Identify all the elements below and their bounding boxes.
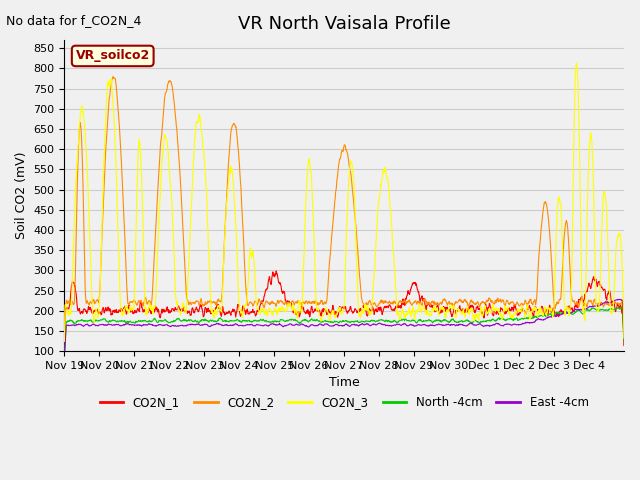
- Title: VR North Vaisala Profile: VR North Vaisala Profile: [238, 15, 451, 33]
- Y-axis label: Soil CO2 (mV): Soil CO2 (mV): [15, 152, 28, 240]
- X-axis label: Time: Time: [329, 376, 360, 389]
- Legend: CO2N_1, CO2N_2, CO2N_3, North -4cm, East -4cm: CO2N_1, CO2N_2, CO2N_3, North -4cm, East…: [95, 391, 593, 414]
- Text: VR_soilco2: VR_soilco2: [76, 49, 150, 62]
- Text: No data for f_CO2N_4: No data for f_CO2N_4: [6, 14, 142, 27]
